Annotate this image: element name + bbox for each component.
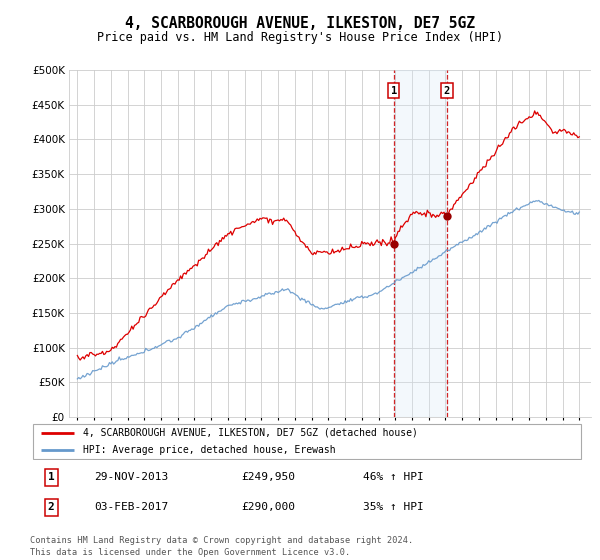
Text: 2: 2 <box>444 86 450 96</box>
Text: 2: 2 <box>48 502 55 512</box>
Text: £290,000: £290,000 <box>241 502 295 512</box>
Text: 4, SCARBOROUGH AVENUE, ILKESTON, DE7 5GZ (detached house): 4, SCARBOROUGH AVENUE, ILKESTON, DE7 5GZ… <box>83 427 418 437</box>
Bar <box>394 70 447 417</box>
Text: £249,950: £249,950 <box>241 473 295 483</box>
Text: 29-NOV-2013: 29-NOV-2013 <box>94 473 168 483</box>
Text: 35% ↑ HPI: 35% ↑ HPI <box>363 502 424 512</box>
FancyBboxPatch shape <box>33 424 581 459</box>
Text: HPI: Average price, detached house, Erewash: HPI: Average price, detached house, Erew… <box>83 445 335 455</box>
Text: 1: 1 <box>391 86 397 96</box>
Text: 1: 1 <box>48 473 55 483</box>
Text: 4, SCARBOROUGH AVENUE, ILKESTON, DE7 5GZ: 4, SCARBOROUGH AVENUE, ILKESTON, DE7 5GZ <box>125 16 475 31</box>
Text: 46% ↑ HPI: 46% ↑ HPI <box>363 473 424 483</box>
Text: Price paid vs. HM Land Registry's House Price Index (HPI): Price paid vs. HM Land Registry's House … <box>97 31 503 44</box>
Text: Contains HM Land Registry data © Crown copyright and database right 2024.
This d: Contains HM Land Registry data © Crown c… <box>30 536 413 557</box>
Text: 03-FEB-2017: 03-FEB-2017 <box>94 502 168 512</box>
